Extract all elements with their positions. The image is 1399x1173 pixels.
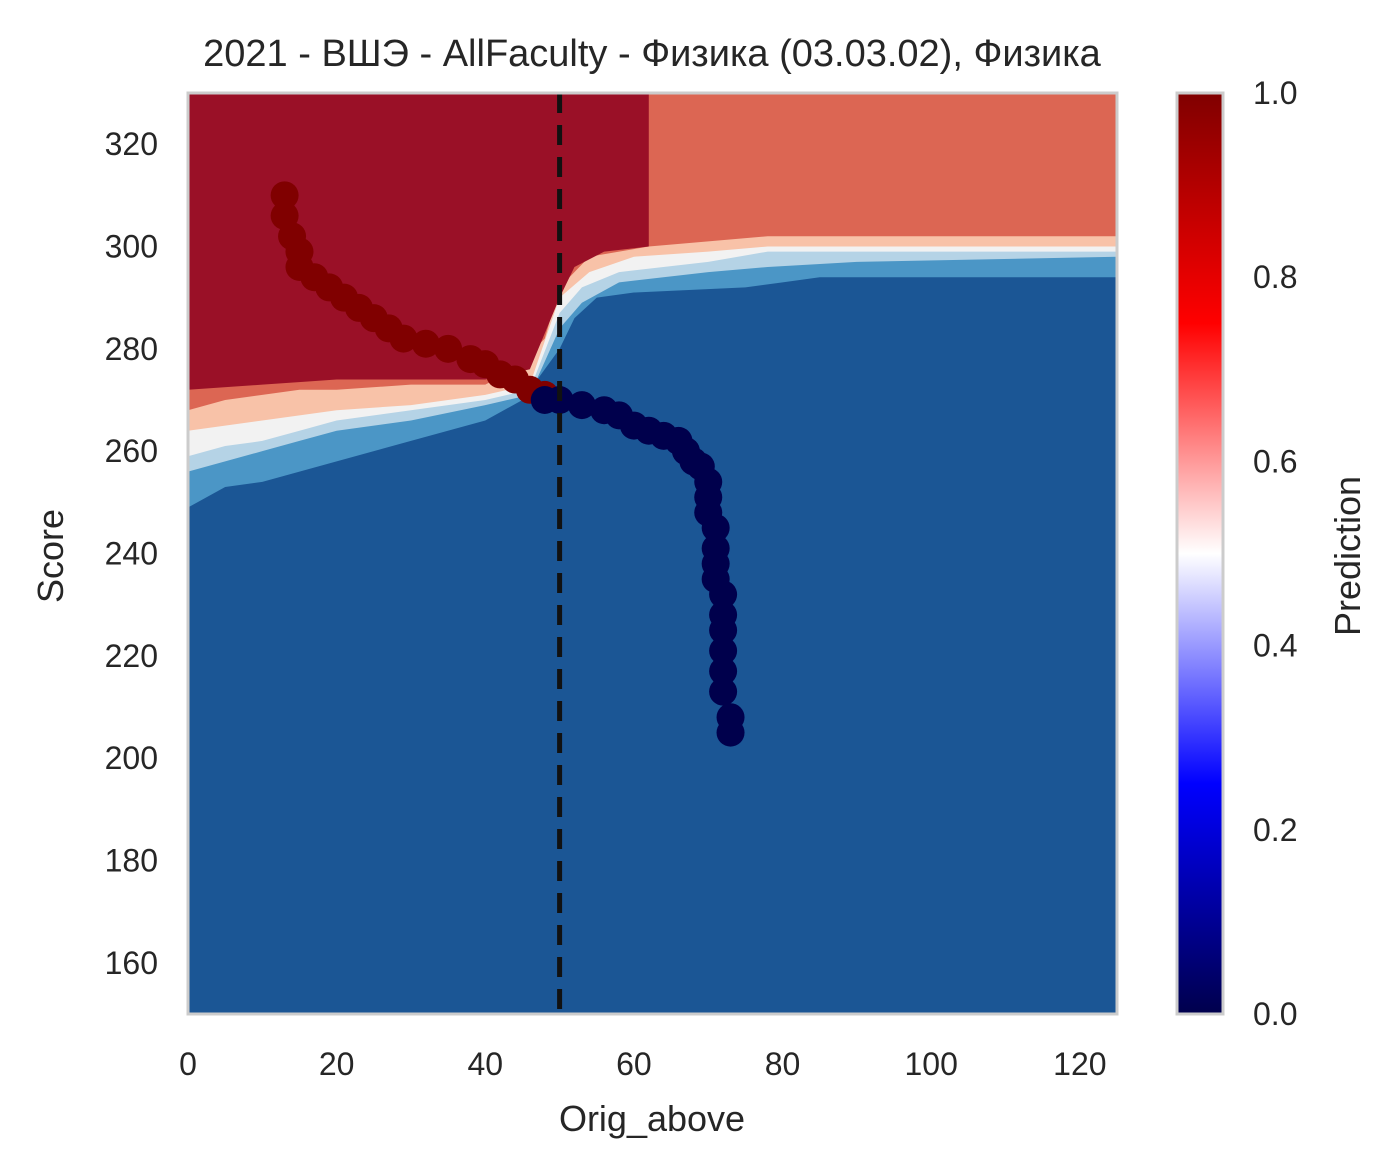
scatter-points xyxy=(270,181,745,747)
y-tick-label: 320 xyxy=(105,126,158,162)
scatter-point-series1-15 xyxy=(701,513,730,542)
colorbar-tick-label: 1.0 xyxy=(1253,75,1297,111)
y-tick-label: 220 xyxy=(105,638,158,674)
y-tick-label: 180 xyxy=(105,843,158,879)
region-high xyxy=(188,93,649,390)
colorbar-label: Prediction xyxy=(1327,476,1368,636)
x-axis-label: Orig_above xyxy=(559,1098,745,1139)
scatter-point-series1-23 xyxy=(709,657,738,686)
plot-area xyxy=(188,93,1117,1014)
x-tick-label: 100 xyxy=(905,1046,958,1082)
scatter-point-series1-26 xyxy=(716,718,745,747)
colorbar-tick-label: 0.8 xyxy=(1253,259,1297,295)
scatter-point-series1-2 xyxy=(567,391,596,420)
colorbar-tick-label: 0.2 xyxy=(1253,812,1297,848)
x-tick-label: 60 xyxy=(616,1046,652,1082)
x-tick-label: 20 xyxy=(319,1046,355,1082)
scatter-point-series0-0 xyxy=(270,181,299,210)
scatter-point-series1-24 xyxy=(709,677,738,706)
colorbar-ticks: 0.0 0.2 0.4 0.6 0.8 1.0 xyxy=(1253,75,1297,1032)
scatter-point-series1-22 xyxy=(709,636,738,665)
scatter-point-series0-11 xyxy=(389,324,418,353)
y-axis-label: Score xyxy=(30,509,71,603)
chart-title: 2021 - ВШЭ - AllFaculty - Физика (03.03.… xyxy=(203,33,1102,75)
x-tick-label: 0 xyxy=(179,1046,197,1082)
plot-frame xyxy=(186,91,1119,1016)
colorbar-tick-label: 0.4 xyxy=(1253,628,1297,664)
y-tick-label: 260 xyxy=(105,433,158,469)
x-axis-ticks: 0 20 40 60 80 100 120 xyxy=(179,1046,1106,1082)
colorbar xyxy=(1175,91,1225,1016)
y-tick-label: 160 xyxy=(105,945,158,981)
scatter-point-series1-19 xyxy=(709,580,738,609)
x-tick-label: 40 xyxy=(467,1046,503,1082)
y-tick-label: 240 xyxy=(105,536,158,572)
colorbar-tick-label: 0.6 xyxy=(1253,443,1297,479)
y-tick-label: 280 xyxy=(105,331,158,367)
y-tick-label: 300 xyxy=(105,229,158,265)
colorbar-tick-label: 0.0 xyxy=(1253,996,1297,1032)
x-tick-label: 80 xyxy=(765,1046,801,1082)
y-tick-label: 200 xyxy=(105,740,158,776)
scatter-point-series0-13 xyxy=(434,334,463,363)
scatter-point-series1-21 xyxy=(709,616,738,645)
scatter-point-series0-12 xyxy=(411,329,440,358)
y-axis-ticks: 160 180 200 220 240 260 280 300 320 xyxy=(105,126,158,981)
x-tick-label: 120 xyxy=(1053,1046,1106,1082)
